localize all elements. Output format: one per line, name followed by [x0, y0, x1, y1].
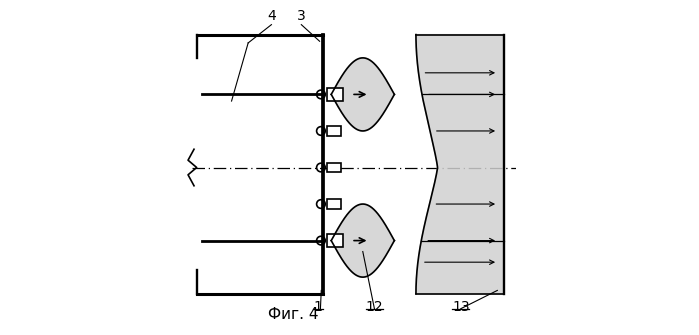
Bar	[327, 88, 343, 101]
Bar	[327, 199, 341, 209]
Text: 3: 3	[297, 9, 305, 23]
Polygon shape	[331, 58, 394, 131]
Text: 4: 4	[267, 9, 276, 23]
Text: Фиг. 4: Фиг. 4	[268, 307, 318, 322]
Bar	[327, 126, 341, 136]
Text: 12: 12	[366, 300, 383, 314]
Polygon shape	[416, 35, 504, 294]
Bar	[327, 163, 341, 172]
Polygon shape	[331, 204, 394, 277]
Bar	[327, 234, 343, 247]
Text: 13: 13	[452, 300, 470, 314]
Text: 1: 1	[313, 300, 322, 314]
